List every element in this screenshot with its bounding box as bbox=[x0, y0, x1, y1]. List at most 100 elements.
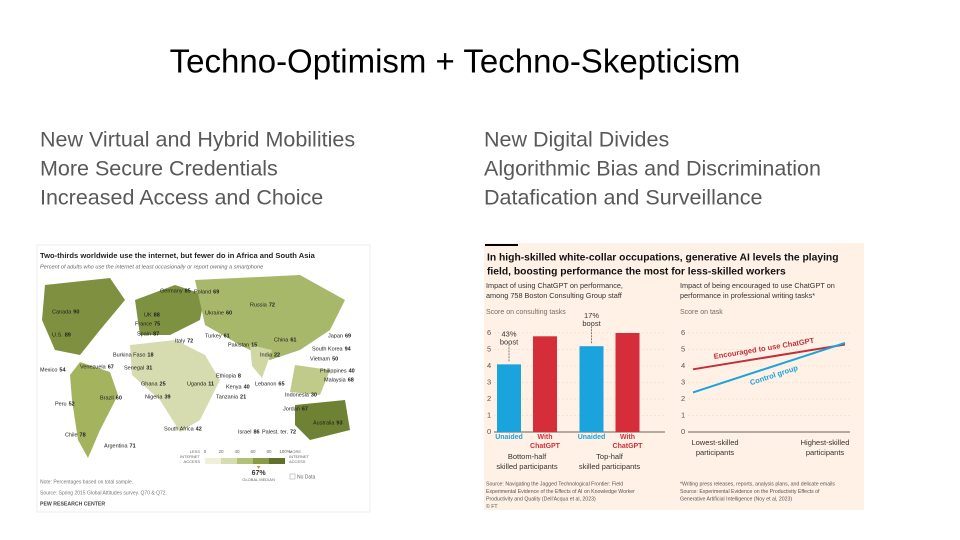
country-name: Australia bbox=[313, 420, 335, 426]
land bbox=[135, 285, 205, 335]
country-value: 69 bbox=[213, 289, 219, 295]
annotation: 43% bbox=[501, 329, 516, 338]
y-tick-label: 1 bbox=[487, 410, 491, 419]
map-note: Note: Percentages based on total sample. bbox=[40, 479, 133, 485]
legend-more: INTERNET bbox=[289, 454, 310, 459]
land bbox=[195, 275, 345, 360]
legend-less: LESS bbox=[190, 449, 201, 454]
country-value: 60 bbox=[226, 310, 232, 316]
country-value: 50 bbox=[332, 356, 338, 362]
bullet: Datafication and Surveillance bbox=[484, 186, 762, 210]
source: *Writing press releases, reports, analys… bbox=[680, 481, 835, 487]
country-value: 72 bbox=[269, 302, 275, 308]
country-name: Turkey bbox=[205, 333, 222, 339]
country-name: Burkina Faso bbox=[113, 352, 145, 358]
country-value: 61 bbox=[290, 337, 296, 343]
axis-label: Score on consulting tasks bbox=[486, 309, 566, 316]
country-value: 67 bbox=[302, 406, 308, 412]
bar bbox=[615, 333, 640, 432]
country-value: 85 bbox=[185, 288, 191, 294]
country-value: 30 bbox=[311, 392, 317, 398]
y-tick-label: 1 bbox=[681, 410, 685, 419]
country-value: 25 bbox=[160, 381, 166, 387]
country-name: Mexico bbox=[40, 367, 57, 373]
legend-swatch bbox=[269, 458, 285, 464]
legend-swatch bbox=[221, 458, 237, 464]
country-name: India bbox=[260, 352, 273, 358]
country-value: 31 bbox=[146, 365, 152, 371]
y-tick-label: 2 bbox=[487, 394, 491, 403]
country-name: Russia bbox=[250, 302, 268, 308]
y-tick-label: 0 bbox=[681, 427, 685, 436]
country-value: 39 bbox=[164, 394, 170, 400]
country-value: 54 bbox=[59, 367, 66, 373]
country-name: Peru bbox=[55, 401, 67, 407]
country-name: Germany bbox=[160, 288, 183, 294]
category-label: participants bbox=[806, 448, 845, 457]
category-label: Lowest-skilled bbox=[691, 438, 738, 447]
country-name: Tanzania bbox=[216, 394, 239, 400]
country-name: Lebanon bbox=[255, 381, 276, 387]
country-value: 72 bbox=[187, 338, 193, 344]
country-name: Israel bbox=[238, 429, 251, 435]
y-tick-label: 5 bbox=[681, 344, 685, 353]
country-value: 88 bbox=[154, 312, 160, 318]
annotation: 17% bbox=[584, 311, 599, 320]
country-value: 94 bbox=[345, 346, 352, 352]
country-name: Canada bbox=[52, 309, 72, 315]
country-name: Vietnam bbox=[310, 356, 330, 362]
country-value: 93 bbox=[336, 420, 342, 426]
country-name: South Africa bbox=[164, 426, 195, 432]
country-value: 68 bbox=[348, 377, 354, 383]
legend-more: ACCESS bbox=[289, 459, 306, 464]
no-data: No Data bbox=[297, 474, 316, 480]
country-value: 40 bbox=[244, 384, 250, 390]
country-value: 42 bbox=[196, 426, 202, 432]
bar-label: With ChatGPT bbox=[613, 434, 644, 450]
bullet: Algorithmic Bias and Discrimination bbox=[484, 157, 821, 181]
country-value: 87 bbox=[153, 331, 159, 337]
country-name: China bbox=[274, 337, 289, 343]
country-name: Venezuela bbox=[80, 364, 107, 370]
line bbox=[692, 341, 846, 394]
legend-tick: 40 bbox=[234, 449, 240, 454]
category-label: Top-half bbox=[596, 452, 624, 461]
legend-less: INTERNET bbox=[180, 454, 201, 459]
land bbox=[42, 278, 125, 355]
country-value: 52 bbox=[69, 401, 75, 407]
chart-subtitle: Impact of using ChatGPT on performance, bbox=[486, 281, 623, 290]
country-value: 8 bbox=[238, 373, 241, 379]
map-source: Source: Spring 2015 Global Attitudes sur… bbox=[40, 490, 167, 496]
country-value: 40 bbox=[349, 368, 355, 374]
ft-title: field, boosting performance the most for… bbox=[487, 267, 786, 278]
country-value: 15 bbox=[251, 342, 257, 348]
country-name: Pakistan bbox=[228, 342, 249, 348]
y-tick-label: 3 bbox=[487, 377, 491, 386]
axis-label: Score on task bbox=[680, 309, 723, 316]
median-marker bbox=[256, 466, 261, 469]
source: Productivity and Quality (Dell'Acqua et … bbox=[486, 496, 596, 502]
country-value: 18 bbox=[147, 352, 153, 358]
y-tick-label: 6 bbox=[487, 328, 491, 337]
bar-label: With ChatGPT bbox=[530, 434, 561, 450]
land bbox=[250, 345, 272, 378]
bullet: More Secure Credentials bbox=[40, 157, 278, 181]
source: © FT bbox=[486, 503, 498, 510]
country-name: UK bbox=[144, 312, 152, 318]
country-name: Palest. ter. bbox=[262, 429, 288, 435]
legend-tick: 80 bbox=[266, 449, 272, 454]
country-name: Malaysia bbox=[324, 377, 347, 383]
ft-title: In high-skilled white-collar occupations… bbox=[487, 253, 839, 264]
country-name: France bbox=[135, 321, 152, 327]
category-label: Highest-skilled bbox=[801, 438, 850, 447]
country-name: Indonesia bbox=[285, 392, 310, 398]
country-name: Italy bbox=[175, 338, 185, 344]
y-tick-label: 2 bbox=[681, 394, 685, 403]
bullet: New Virtual and Hybrid Mobilities bbox=[40, 128, 355, 152]
country-name: Nigeria bbox=[145, 394, 163, 400]
legend-tick: 0 bbox=[204, 449, 207, 454]
country-value: 61 bbox=[224, 333, 230, 339]
land bbox=[130, 340, 220, 432]
